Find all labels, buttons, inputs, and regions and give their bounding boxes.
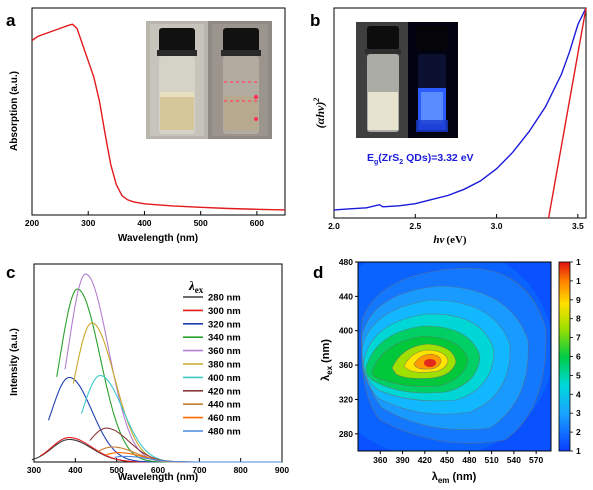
xtick-label: 3.0 [491, 221, 503, 231]
panel-b-ylabel: (αhν)2 [312, 98, 327, 129]
ytick-label: 320 [339, 394, 353, 404]
xtick-label: 600 [151, 465, 165, 475]
panel-a-letter: a [6, 11, 16, 30]
emission-curve-300-nm [39, 437, 282, 463]
xtick-label: 900 [275, 465, 289, 475]
ytick-label: 360 [339, 360, 353, 370]
heatmap-contours [358, 262, 551, 451]
panel-a: a 200 300 400 500 600 Wavelength (nm) Absorp… [6, 7, 286, 244]
emission-curve-340-nm [56, 288, 282, 463]
ytick-label: 400 [339, 326, 353, 336]
panel-a-xticks: 200 300 400 500 600 [25, 211, 264, 228]
xtick-label: 700 [192, 465, 206, 475]
xtick-label: 500 [194, 218, 208, 228]
colorbar-ticks: 1 2 3 4 5 6 7 8 9 1 1 [570, 257, 581, 456]
panel-d-frame [357, 261, 552, 452]
xtick-label: 400 [137, 218, 151, 228]
panel-d: d [313, 257, 581, 485]
xtick-label: 600 [250, 218, 264, 228]
emission-curve-440-nm [97, 446, 282, 463]
panel-c-xlabel: Wavelength (nm) [118, 472, 198, 483]
panel-c-legend: 280 nm 300 nm 320 nm 340 nm 360 nm 380 nm 400 … [183, 293, 241, 438]
colorbar-tick-label: 5 [576, 370, 581, 380]
panel-b-frame [333, 7, 587, 219]
colorbar-tick-label: 1 [576, 257, 581, 267]
panel-d-xlabel: λem (nm) [432, 471, 477, 485]
legend-label: 460 nm [208, 413, 241, 424]
panel-b-vial-photo [356, 22, 458, 138]
emission-curve-360-nm [64, 273, 282, 463]
ytick-label: 480 [339, 257, 353, 267]
colorbar-tick-label: 7 [576, 333, 581, 343]
xtick-label: 420 [418, 455, 432, 465]
legend-title: λex [188, 278, 204, 295]
panel-b-letter: b [310, 11, 320, 30]
legend-label: 280 nm [208, 293, 241, 304]
xtick-label: 400 [68, 465, 82, 475]
emission-curve-380-nm [72, 322, 282, 463]
legend-label: 360 nm [208, 346, 241, 357]
legend-label: 380 nm [208, 360, 241, 371]
panel-d-ticks: 360 390 420 450 480 510 540 570 280 320 360 400 440 4… [339, 257, 544, 465]
legend-label: 300 nm [208, 306, 241, 317]
panel-d-letter: d [313, 263, 323, 282]
panel-c-ylabel: Intensity (a.u.) [9, 328, 20, 396]
panel-a-vial-photo [146, 21, 272, 139]
tauc-curve [333, 7, 587, 211]
absorption-curve [31, 23, 286, 211]
panel-c: c 300 400 500 600 700 800 900 280 nm 300 nm 320 … [6, 263, 289, 483]
legend-label: 440 nm [208, 400, 241, 411]
colorbar-tick-label: 4 [576, 389, 581, 399]
legend-label: 400 nm [208, 373, 241, 384]
ytick-label: 280 [339, 429, 353, 439]
emission-curve-480-nm [114, 455, 282, 463]
panel-c-frame [33, 263, 283, 463]
panel-a-frame [31, 7, 286, 216]
panel-b-xticks: 2.0 2.5 3.0 3.5 [328, 214, 584, 231]
panel-c-curves [31, 273, 282, 463]
colorbar [558, 261, 571, 452]
colorbar-tick-label: 1 [576, 446, 581, 456]
panel-a-xlabel: Wavelength (nm) [118, 233, 198, 244]
emission-curve-320-nm [47, 376, 282, 463]
colorbar-tick-label: 3 [576, 408, 581, 418]
bandgap-annotation: Eg(ZrS2 QDs)=3.32 eV [367, 152, 474, 166]
colorbar-tick-label: 6 [576, 352, 581, 362]
panel-c-letter: c [6, 263, 15, 282]
xtick-label: 570 [529, 455, 543, 465]
xtick-label: 300 [27, 465, 41, 475]
xtick-label: 480 [462, 455, 476, 465]
xtick-label: 360 [373, 455, 387, 465]
xtick-label: 2.0 [328, 221, 340, 231]
xtick-label: 390 [395, 455, 409, 465]
colorbar-tick-label: 1 [576, 276, 581, 286]
xtick-label: 450 [440, 455, 454, 465]
xtick-label: 800 [234, 465, 248, 475]
colorbar-tick-label: 2 [576, 427, 581, 437]
emission-curve-400-nm [80, 374, 282, 463]
colorbar-tick-label: 9 [576, 295, 581, 305]
panel-b: b 2.0 2.5 3.0 3.5 hν (eV) (αhν)2 Eg(ZrS2 QDs… [310, 7, 587, 246]
xtick-label: 2.5 [409, 221, 421, 231]
legend-label: 320 nm [208, 319, 241, 330]
legend-label: 420 nm [208, 386, 241, 397]
bandgap-fit-line [547, 7, 587, 219]
xtick-label: 500 [110, 465, 124, 475]
xtick-label: 3.5 [572, 221, 584, 231]
panel-b-xlabel: hν (eV) [433, 234, 467, 246]
xtick-label: 510 [485, 455, 499, 465]
panel-a-ylabel: Absorption (a.u.) [9, 71, 20, 151]
xtick-label: 200 [25, 218, 39, 228]
legend-label: 340 nm [208, 333, 241, 344]
xtick-label: 540 [507, 455, 521, 465]
colorbar-tick-label: 8 [576, 314, 581, 324]
legend-label: 480 nm [208, 427, 241, 438]
panel-d-ylabel: λex (nm) [320, 339, 334, 381]
ytick-label: 440 [339, 291, 353, 301]
xtick-label: 300 [81, 218, 95, 228]
